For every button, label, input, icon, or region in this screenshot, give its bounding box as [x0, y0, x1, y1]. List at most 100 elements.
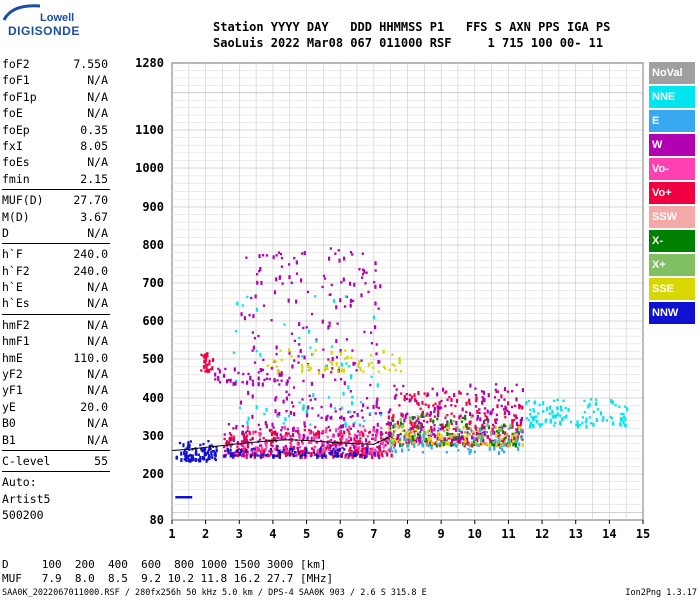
echo-point	[366, 435, 369, 438]
echo-point	[274, 431, 277, 436]
echo-point	[207, 368, 211, 373]
echo-point	[503, 387, 507, 392]
echo-point	[348, 410, 352, 413]
echo-point	[444, 404, 447, 408]
echo-point	[494, 439, 497, 444]
echo-point	[256, 448, 259, 453]
echo-point	[353, 437, 356, 442]
echo-point	[513, 435, 516, 440]
echo-point	[376, 383, 379, 388]
echo-point	[207, 454, 211, 457]
echo-point	[393, 364, 396, 367]
echo-point	[405, 392, 408, 396]
echo-point	[339, 348, 342, 353]
echo-point	[309, 429, 312, 434]
echo-point	[448, 435, 451, 438]
echo-point	[352, 361, 355, 366]
echo-point	[622, 415, 626, 418]
echo-point	[410, 429, 413, 433]
echo-point	[262, 453, 265, 458]
param-key: yE	[2, 399, 16, 414]
echo-point	[413, 443, 416, 448]
echo-point	[303, 448, 306, 453]
echo-point	[292, 386, 296, 389]
echo-point	[242, 447, 245, 450]
header-line-1: Station YYYY DAY DDD HHMMSS P1 FFS S AXN…	[213, 20, 611, 34]
echo-point	[426, 429, 430, 434]
logo-text-lowell: Lowell	[40, 12, 75, 24]
echo-point	[440, 427, 443, 431]
echo-point	[285, 381, 288, 386]
echo-point	[357, 364, 360, 369]
echo-point	[386, 438, 389, 442]
echo-point	[292, 445, 296, 450]
echo-point	[197, 453, 200, 456]
echo-point	[278, 412, 281, 417]
echo-point	[264, 441, 267, 444]
echo-point	[278, 454, 282, 459]
echo-point	[556, 398, 559, 402]
echo-point	[317, 369, 321, 372]
echo-point	[291, 364, 294, 369]
echo-point	[590, 422, 593, 425]
param-divider	[2, 449, 110, 451]
echo-point	[432, 419, 435, 424]
echo-point	[270, 428, 273, 432]
echo-point	[483, 430, 486, 435]
echo-point	[476, 414, 479, 419]
echo-point	[341, 424, 345, 429]
echo-point	[468, 398, 471, 403]
echo-point	[344, 349, 347, 352]
echo-point	[380, 413, 383, 417]
echo-point	[327, 396, 331, 399]
echo-point	[426, 420, 429, 424]
echo-point	[255, 405, 258, 410]
echo-point	[355, 453, 358, 456]
param-key: hmF2	[2, 317, 30, 332]
echo-point	[414, 437, 417, 440]
echo-point	[302, 437, 305, 441]
echo-point	[250, 449, 253, 453]
echo-point	[480, 428, 483, 431]
echo-point	[256, 454, 259, 457]
echo-point	[430, 428, 433, 433]
echo-point	[348, 365, 351, 368]
echo-point	[401, 429, 404, 433]
echo-point	[457, 449, 460, 452]
echo-point	[333, 454, 336, 458]
echo-point	[533, 416, 536, 421]
echo-point	[375, 352, 378, 356]
echo-point	[283, 323, 286, 326]
echo-point	[205, 368, 208, 371]
echo-point	[515, 383, 518, 387]
echo-point	[237, 447, 241, 451]
echo-point	[415, 399, 418, 403]
echo-point	[208, 361, 211, 366]
echo-point	[503, 411, 506, 416]
echo-point	[350, 356, 353, 360]
echo-point	[504, 440, 507, 443]
param-row: hmF1 N/A	[2, 333, 110, 349]
echo-point	[447, 425, 451, 430]
echo-point	[326, 414, 329, 418]
echo-point	[387, 421, 390, 426]
echo-point	[290, 281, 293, 284]
x-tick-label: 15	[636, 527, 650, 540]
c-level-row: C-level 55	[2, 453, 110, 469]
echo-point	[474, 387, 477, 390]
echo-point	[248, 313, 251, 317]
echo-point	[340, 415, 343, 420]
echo-point	[349, 446, 352, 449]
echo-point	[280, 256, 284, 260]
echo-point	[274, 437, 277, 442]
echo-point	[200, 353, 203, 357]
echo-point	[414, 398, 417, 403]
echo-point	[304, 454, 307, 459]
param-value: N/A	[87, 383, 108, 398]
echo-point	[329, 247, 332, 250]
echo-point	[511, 390, 514, 393]
echo-point	[359, 437, 362, 440]
echo-point	[473, 443, 476, 446]
echo-point	[185, 450, 188, 455]
echo-point	[465, 401, 468, 406]
